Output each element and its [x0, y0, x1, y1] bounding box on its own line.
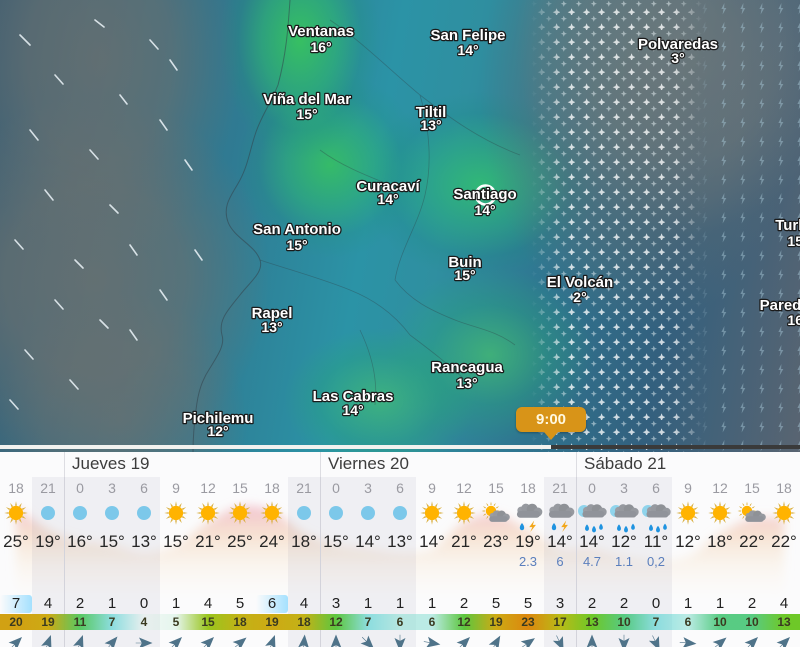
svg-text:2°: 2°: [573, 289, 586, 305]
svg-text:Santiago: Santiago: [453, 186, 516, 203]
svg-text:14°: 14°: [342, 402, 363, 418]
svg-text:13°: 13°: [261, 319, 282, 335]
svg-text:15°: 15°: [787, 233, 800, 249]
svg-text:16°: 16°: [310, 39, 331, 55]
svg-text:12°: 12°: [207, 423, 228, 439]
svg-text:14°: 14°: [377, 191, 398, 207]
svg-text:Rancagua: Rancagua: [431, 359, 503, 376]
svg-text:San Antonio: San Antonio: [253, 221, 341, 238]
svg-text:15°: 15°: [286, 237, 307, 253]
svg-text:16°: 16°: [787, 312, 800, 328]
svg-text:15°: 15°: [454, 267, 475, 283]
svg-text:15°: 15°: [296, 106, 317, 122]
svg-text:13°: 13°: [420, 117, 441, 133]
svg-text:3°: 3°: [671, 50, 684, 66]
svg-text:Turbio: Turbio: [775, 217, 800, 234]
svg-text:Ventanas: Ventanas: [288, 23, 354, 40]
svg-text:14°: 14°: [474, 202, 495, 218]
svg-text:13°: 13°: [456, 375, 477, 391]
svg-text:14°: 14°: [457, 42, 478, 58]
